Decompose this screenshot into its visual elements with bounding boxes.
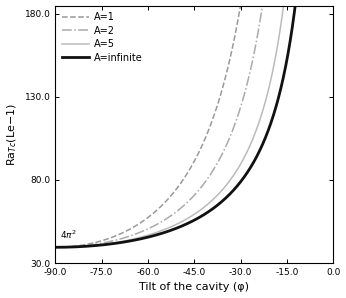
- A=infinite: [205, 211, 209, 215]
- A=infinite: [293, 4, 297, 7]
- X-axis label: Tilt of the cavity (φ): Tilt of the cavity (φ): [139, 283, 249, 292]
- A=5: [282, 4, 286, 7]
- A=1: [188, 168, 192, 171]
- A=2: [184, 202, 188, 206]
- A=1: [177, 183, 182, 187]
- A=5: [187, 216, 191, 219]
- A=infinite: [147, 235, 151, 239]
- A=5: [231, 174, 235, 178]
- Line: A=2: A=2: [55, 5, 263, 247]
- A=5: [274, 54, 278, 57]
- A=infinite: [141, 237, 145, 240]
- A=2: [91, 243, 95, 246]
- A=1: [238, 3, 243, 7]
- A=2: [54, 246, 58, 249]
- A=infinite: [278, 89, 282, 93]
- A=infinite: [87, 244, 91, 248]
- Y-axis label: Ra$_{Tc}$(Le−1): Ra$_{Tc}$(Le−1): [6, 103, 19, 166]
- Text: $4\pi^2$: $4\pi^2$: [60, 228, 77, 240]
- A=5: [53, 246, 57, 249]
- A=infinite: [53, 246, 57, 249]
- A=2: [53, 246, 57, 249]
- A=1: [130, 226, 134, 230]
- Line: A=5: A=5: [55, 5, 284, 247]
- Legend: A=1, A=2, A=5, A=infinite: A=1, A=2, A=5, A=infinite: [60, 10, 145, 64]
- A=1: [201, 141, 205, 145]
- A=2: [133, 232, 137, 236]
- A=infinite: [124, 240, 128, 243]
- A=1: [53, 246, 57, 249]
- A=2: [261, 3, 265, 7]
- Line: A=1: A=1: [55, 5, 240, 247]
- Line: A=infinite: A=infinite: [55, 6, 295, 247]
- A=1: [205, 132, 209, 136]
- A=2: [167, 215, 171, 219]
- A=5: [177, 221, 181, 225]
- A=5: [58, 246, 62, 249]
- A=1: [152, 211, 156, 215]
- A=2: [75, 245, 80, 248]
- A=5: [204, 203, 209, 207]
